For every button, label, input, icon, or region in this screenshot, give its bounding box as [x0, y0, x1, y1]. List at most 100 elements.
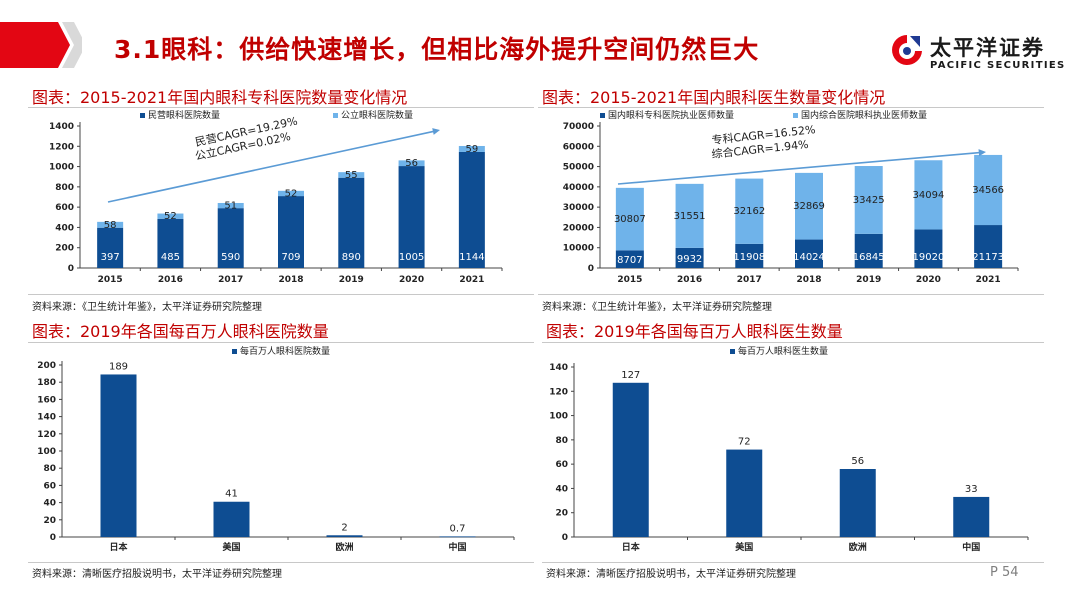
panel-title: 图表：2015-2021年国内眼科医生数量变化情况	[542, 88, 886, 107]
source-note: 资料来源：《卫生统计年鉴》，太平洋证券研究院整理	[542, 302, 772, 313]
legend-swatch	[140, 113, 145, 118]
y-tick-label: 80	[43, 464, 56, 474]
company-logo: 太平洋证券 PACIFIC SECURITIES	[888, 30, 1068, 74]
data-label: 56	[405, 158, 418, 169]
red-chevron-banner	[0, 22, 82, 68]
y-tick-label: 60	[555, 460, 568, 470]
data-label: 16845	[853, 252, 885, 263]
legend-swatch	[793, 113, 798, 118]
data-label: 11908	[733, 252, 765, 263]
trend-arrow-line	[107, 130, 435, 203]
page-title: 3.1眼科：供给快速增长，但相比海外提升空间仍然巨大	[114, 35, 760, 64]
bar-segment	[338, 172, 365, 178]
data-label: 52	[285, 188, 298, 199]
y-tick-label: 0	[562, 533, 568, 543]
x-tick-label: 2015	[98, 275, 123, 285]
legend-swatch	[600, 113, 605, 118]
chart-doctors-per-million: 0 20 40 60 80 100 120 140 日本 美国 欧洲 中国 127 72 56 33 每百万人眼…	[549, 345, 1029, 553]
data-label: 55	[345, 170, 358, 181]
data-label: 890	[342, 252, 361, 263]
data-label: 58	[104, 220, 117, 231]
legend-swatch	[730, 349, 735, 354]
data-label: 32869	[793, 201, 825, 212]
bar-segment	[615, 250, 644, 268]
legend-label: 每百万人眼科医生数量	[738, 345, 828, 357]
bar-segment	[675, 247, 704, 268]
pacific-logo-icon	[892, 35, 922, 65]
bar-segment	[97, 227, 124, 268]
chart-hospitals-per-million: 0 20 40 60 80 100 120 140 160 180 200 日本 美国 欧洲 中国 189 41…	[37, 345, 515, 553]
bar-segment	[278, 196, 304, 268]
bar-segment	[974, 225, 1003, 268]
bar-segment	[795, 239, 823, 268]
bar	[726, 449, 763, 537]
data-label: 21173	[972, 252, 1004, 263]
data-label: 14024	[793, 252, 825, 263]
x-tick-label: 2019	[856, 275, 881, 285]
bar-segment	[458, 145, 485, 152]
x-tick-label: 2017	[737, 275, 762, 285]
data-label: 34566	[972, 185, 1004, 196]
data-label: 127	[621, 370, 640, 381]
x-tick-label: 美国	[735, 541, 753, 553]
data-label: 56	[851, 456, 864, 467]
bar-segment	[97, 221, 124, 228]
bar	[326, 535, 363, 537]
y-tick-label: 140	[549, 363, 568, 373]
y-tick-label: 180	[37, 378, 56, 388]
data-label: 72	[738, 437, 751, 448]
bar-segment	[675, 183, 704, 248]
source-divider	[542, 562, 1044, 563]
bar-segment	[735, 243, 764, 268]
bar-segment	[217, 208, 244, 268]
data-label: 32162	[733, 206, 765, 217]
data-label: 9932	[677, 254, 702, 265]
panel-title: 图表：2019年各国每百万人眼科医生数量	[546, 322, 843, 341]
title-divider	[28, 107, 534, 108]
panel-doctor-count: 图表：2015-2021年国内眼科医生数量变化情况 0 10000 20000 300…	[538, 84, 1044, 314]
x-tick-label: 2020	[916, 275, 941, 285]
bar-segment	[735, 178, 764, 244]
y-tick-label: 100	[549, 412, 568, 422]
data-label: 709	[281, 252, 300, 263]
page-number: P 54	[990, 565, 1019, 580]
legend-label: 国内综合医院眼科执业医师数量	[801, 109, 927, 121]
y-tick-label: 600	[55, 203, 74, 213]
y-tick-label: 1000	[49, 163, 74, 173]
bar-segment	[615, 187, 644, 251]
panel-title: 图表：2019年各国每百万人眼科医院数量	[32, 322, 329, 341]
bar-segment	[338, 177, 365, 268]
bar-segment	[157, 218, 184, 268]
bar	[100, 374, 137, 537]
trend-arrow-head	[432, 128, 440, 135]
y-tick-label: 20	[555, 509, 568, 519]
x-tick-label: 2018	[278, 275, 303, 285]
data-label: 1005	[399, 252, 424, 263]
logo-english-name: PACIFIC SECURITIES	[930, 60, 1066, 71]
data-label: 19020	[913, 252, 945, 263]
x-tick-label: 2021	[459, 275, 484, 285]
data-label: 34094	[913, 190, 945, 201]
x-tick-label: 2015	[617, 275, 642, 285]
y-tick-label: 60	[43, 481, 56, 491]
y-tick-label: 160	[37, 395, 56, 405]
data-label: 33425	[853, 195, 885, 206]
data-label: 8707	[617, 255, 642, 266]
y-tick-label: 0	[588, 264, 594, 274]
legend-label: 民营眼科医院数量	[148, 109, 220, 121]
data-label: 52	[164, 211, 177, 222]
bar-segment	[914, 160, 943, 230]
data-label: 397	[101, 252, 120, 263]
bar-segment	[278, 190, 304, 197]
y-tick-label: 120	[37, 430, 56, 440]
bar-segment	[157, 213, 184, 219]
x-tick-label: 日本	[109, 541, 128, 553]
title-divider	[28, 342, 534, 343]
data-label: 59	[465, 144, 478, 155]
bar-segment	[974, 154, 1003, 226]
legend-swatch	[232, 349, 237, 354]
y-tick-label: 40000	[563, 183, 594, 193]
legend-label: 公立眼科医院数量	[341, 109, 413, 121]
bar	[839, 469, 876, 537]
data-label: 485	[161, 252, 180, 263]
